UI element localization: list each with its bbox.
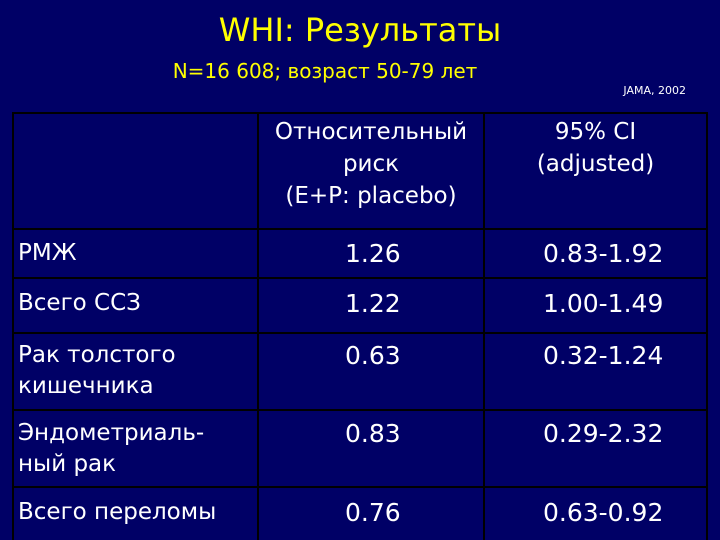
- row-label-line: Рак толстого: [18, 342, 176, 368]
- row-label: Всего переломы: [18, 497, 248, 528]
- row-label-line: Эндометриаль-: [18, 420, 205, 446]
- column-header-ci: 95% CI (adjusted): [485, 116, 706, 180]
- table-rule: [12, 228, 708, 230]
- row-label: Рак толстого кишечника: [18, 340, 248, 402]
- table-rule: [257, 112, 259, 540]
- source-citation: JAMA, 2002: [623, 84, 686, 97]
- table-rule: [12, 486, 708, 488]
- relative-risk-value: 0.76: [345, 498, 401, 527]
- table-rule: [12, 112, 708, 114]
- ci-value: 1.00-1.49: [543, 289, 664, 318]
- row-label-line: Всего переломы: [18, 499, 217, 525]
- header-line: риск: [342, 151, 400, 177]
- row-label-line: Всего ССЗ: [18, 290, 141, 316]
- table-rule: [12, 112, 14, 540]
- row-label: Эндометриаль- ный рак: [18, 418, 248, 480]
- ci-value: 0.32-1.24: [543, 341, 664, 370]
- column-header-relative-risk: Относительный риск (E+P: placebo): [259, 116, 483, 212]
- table-rule: [483, 112, 485, 540]
- row-label: Всего ССЗ: [18, 288, 248, 319]
- row-label-line: РМЖ: [18, 240, 77, 266]
- table-rule: [12, 332, 708, 334]
- relative-risk-value: 1.26: [345, 239, 401, 268]
- table-rule: [12, 277, 708, 279]
- relative-risk-value: 0.63: [345, 341, 401, 370]
- slide-subtitle: N=16 608; возраст 50-79 лет: [172, 59, 478, 83]
- ci-value: 0.63-0.92: [543, 498, 664, 527]
- row-label-line: кишечника: [18, 373, 154, 399]
- ci-value: 0.83-1.92: [543, 239, 664, 268]
- row-label: РМЖ: [18, 238, 248, 269]
- slide-title: WHI: Результаты: [218, 11, 502, 49]
- table-rule: [12, 409, 708, 411]
- header-line: (adjusted): [536, 151, 655, 177]
- header-line: 95% CI: [554, 119, 637, 145]
- header-line: (E+P: placebo): [285, 183, 457, 209]
- row-label-line: ный рак: [18, 451, 117, 477]
- ci-value: 0.29-2.32: [543, 419, 664, 448]
- relative-risk-value: 0.83: [345, 419, 401, 448]
- header-line: Относительный: [274, 119, 468, 145]
- relative-risk-value: 1.22: [345, 289, 401, 318]
- table-rule: [706, 112, 708, 540]
